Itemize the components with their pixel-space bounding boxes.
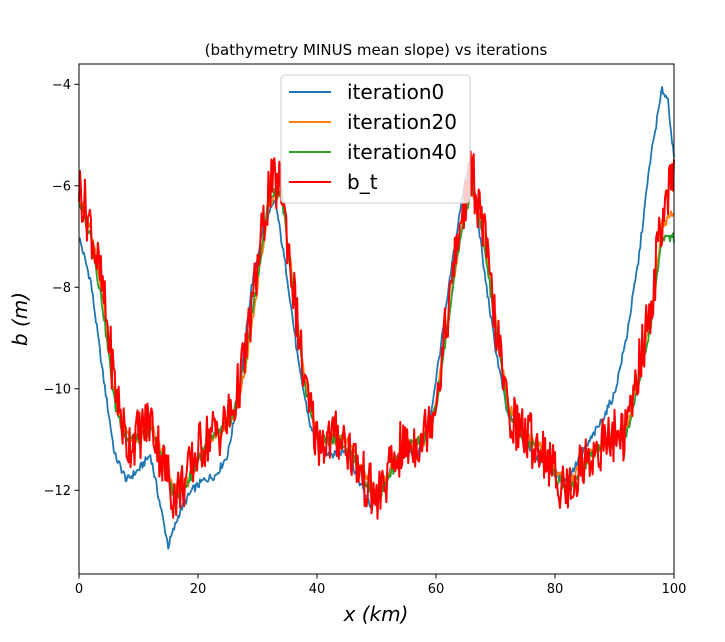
x-axis: 0 20 40 60 80 100 [75, 574, 687, 597]
y-tick-label: −8 [52, 281, 71, 296]
y-tick-label: −12 [44, 484, 71, 499]
chart-title: (bathymetry MINUS mean slope) vs iterati… [205, 41, 548, 59]
legend-box [280, 74, 471, 204]
x-tick-label: 20 [190, 582, 207, 597]
legend-label-b_t: b_t [347, 170, 378, 194]
legend: iteration0 iteration20 iteration40 b_t [280, 74, 471, 204]
x-tick-label: 100 [662, 582, 687, 597]
x-tick-label: 0 [75, 582, 83, 597]
plot-frame [78, 63, 675, 575]
x-tick-label: 40 [309, 582, 326, 597]
x-tick-label: 80 [547, 582, 564, 597]
y-axis: −12 −10 −8 −6 −4 [44, 78, 79, 499]
y-tick-label: −10 [44, 382, 71, 397]
y-axis-label: b (m) [8, 292, 32, 346]
y-tick-label: −6 [52, 179, 71, 194]
legend-label-iteration40: iteration40 [347, 140, 457, 164]
x-tick-label: 60 [428, 582, 445, 597]
y-tick-label: −4 [52, 78, 71, 93]
series-layer [78, 86, 675, 550]
x-axis-label: x (km) [343, 602, 409, 626]
legend-label-iteration20: iteration20 [347, 110, 457, 134]
series-line-b_t [78, 150, 675, 520]
legend-label-iteration0: iteration0 [347, 80, 444, 104]
